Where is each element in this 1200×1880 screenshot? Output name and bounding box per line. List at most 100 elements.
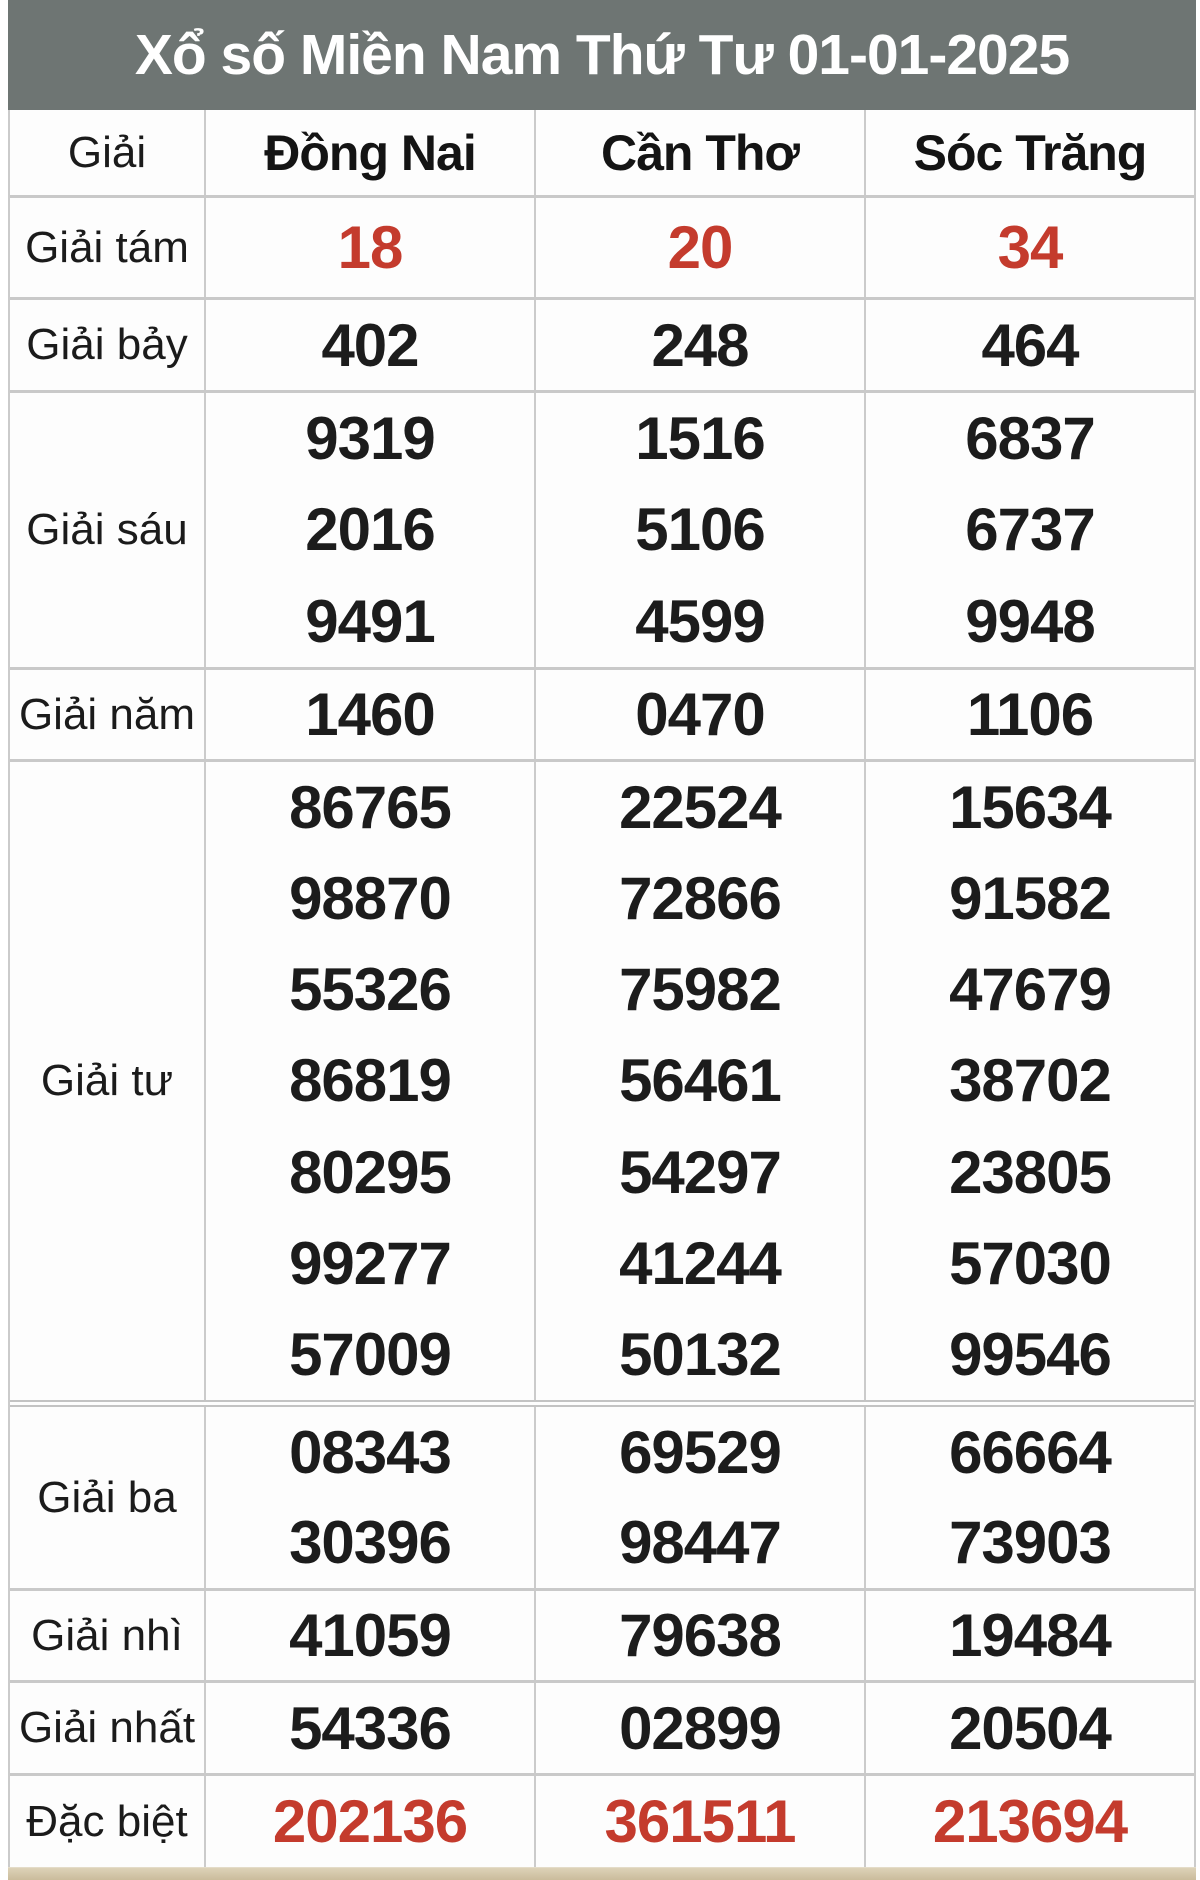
lottery-number: 99546 [949,1320,1112,1388]
lottery-number: 41244 [619,1229,782,1297]
lottery-number: 1516 [635,405,765,473]
lottery-number: 23805 [949,1138,1112,1206]
prize-label: Giải ba [10,1407,206,1588]
prize-row-giai-bay: Giải bảy 402 248 464 [10,297,1194,390]
lottery-number: 80295 [289,1138,452,1206]
content-frame: Xổ số Miền Nam Thứ Tư 01-01-2025 Giải Đồ… [8,0,1196,1880]
lottery-number: 20 [667,214,734,281]
lottery-number: 9491 [305,587,435,655]
result-cell: 22524 72866 75982 56461 54297 41244 5013… [536,762,866,1400]
lottery-number: 9948 [965,587,1095,655]
result-cell: 1516 5106 4599 [536,393,866,667]
result-cell: 20504 [866,1683,1194,1773]
lottery-number: 202136 [272,1788,468,1855]
lottery-number: 57009 [289,1320,452,1388]
header-province-soc-trang: Sóc Trăng [913,124,1148,181]
header-province-can-tho: Cần Thơ [536,110,866,195]
lottery-number: 20504 [949,1694,1112,1762]
results-table: Giải Đồng Nai Cần Thơ Sóc Trăng Giải tám… [8,110,1196,1867]
lottery-number: 4599 [635,587,765,655]
lottery-number: 1460 [305,681,435,748]
prize-row-giai-sau: Giải sáu 9319 2016 9491 1516 5106 4599 6… [10,390,1194,667]
lottery-number: 86765 [289,774,452,842]
result-cell: 79638 [536,1591,866,1680]
table-header-row: Giải Đồng Nai Cần Thơ Sóc Trăng [10,110,1194,195]
title-bar: Xổ số Miền Nam Thứ Tư 01-01-2025 [8,0,1196,110]
lottery-number: 464 [981,311,1079,379]
lottery-number: 75982 [619,956,782,1024]
lottery-number: 38702 [949,1047,1112,1115]
lottery-number: 54336 [289,1694,452,1762]
lottery-number: 56461 [619,1047,782,1115]
lottery-number: 6737 [965,496,1095,564]
prize-label: Giải bảy [10,300,206,390]
lottery-number: 22524 [619,774,782,842]
result-cell: 34 [866,198,1194,297]
lottery-number: 41059 [289,1602,452,1669]
lottery-number: 86819 [289,1047,452,1115]
result-cell: 15634 91582 47679 38702 23805 57030 9954… [866,762,1194,1400]
lottery-number: 30396 [289,1509,452,1577]
result-cell: 20 [536,198,866,297]
lottery-number: 69529 [619,1418,782,1486]
lottery-number: 73903 [949,1509,1112,1577]
lottery-number: 72866 [619,865,782,933]
prize-label: Giải nhất [10,1683,206,1773]
lottery-number: 02899 [619,1694,782,1762]
lottery-number: 08343 [289,1418,452,1486]
prize-label: Đặc biệt [10,1776,206,1867]
prize-row-giai-ba: Giải ba 08343 30396 69529 98447 66664 73… [10,1400,1194,1588]
result-cell: 213694 [866,1776,1194,1867]
lottery-number: 57030 [949,1229,1112,1297]
bottom-divider-bar [8,1867,1196,1880]
lottery-number: 15634 [949,774,1112,842]
result-cell: 54336 [206,1683,536,1773]
result-cell: 66664 73903 [866,1407,1194,1588]
prize-row-dac-biet: Đặc biệt 202136 361511 213694 [10,1773,1194,1867]
prize-label: Giải năm [10,670,206,759]
lottery-number: 50132 [619,1320,782,1388]
lottery-number: 9319 [305,405,435,473]
result-cell: 19484 [866,1591,1194,1680]
lottery-number: 66664 [949,1418,1112,1486]
lottery-number: 98447 [619,1509,782,1577]
header-province-dong-nai: Đồng Nai [206,110,536,195]
lottery-number: 47679 [949,956,1112,1024]
prize-row-giai-nam: Giải năm 1460 0470 1106 [10,667,1194,759]
lottery-number: 0470 [635,681,765,748]
lottery-number: 248 [651,311,749,379]
lottery-number: 213694 [932,1788,1128,1855]
result-cell: 69529 98447 [536,1407,866,1588]
lottery-number: 5106 [635,496,765,564]
lottery-number: 361511 [604,1788,797,1855]
lottery-number: 6837 [965,405,1095,473]
result-cell: 08343 30396 [206,1407,536,1588]
lottery-number: 2016 [305,496,435,564]
result-cell: 02899 [536,1683,866,1773]
header-prize-column: Giải [10,110,206,195]
lottery-number: 79638 [619,1602,782,1669]
lottery-number: 1106 [966,681,1094,748]
result-cell: 202136 [206,1776,536,1867]
result-cell: 464 [866,300,1194,390]
prize-row-giai-tam: Giải tám 18 20 34 [10,195,1194,297]
prize-label: Giải tư [10,762,206,1400]
result-cell: 18 [206,198,536,297]
result-cell: 6837 6737 9948 [866,393,1194,667]
result-cell: 0470 [536,670,866,759]
result-cell: 86765 98870 55326 86819 80295 99277 5700… [206,762,536,1400]
prize-label: Giải tám [10,198,206,297]
prize-row-giai-nhat: Giải nhất 54336 02899 20504 [10,1680,1194,1773]
lottery-number: 55326 [289,956,452,1024]
lottery-number: 19484 [949,1602,1112,1669]
lottery-number: 402 [321,311,419,379]
prize-label: Giải sáu [10,393,206,667]
lottery-number: 54297 [619,1138,782,1206]
result-cell: 41059 [206,1591,536,1680]
result-cell: 402 [206,300,536,390]
lottery-number: 91582 [949,865,1112,933]
lottery-number: 99277 [289,1229,452,1297]
result-cell: 248 [536,300,866,390]
result-cell: 1460 [206,670,536,759]
